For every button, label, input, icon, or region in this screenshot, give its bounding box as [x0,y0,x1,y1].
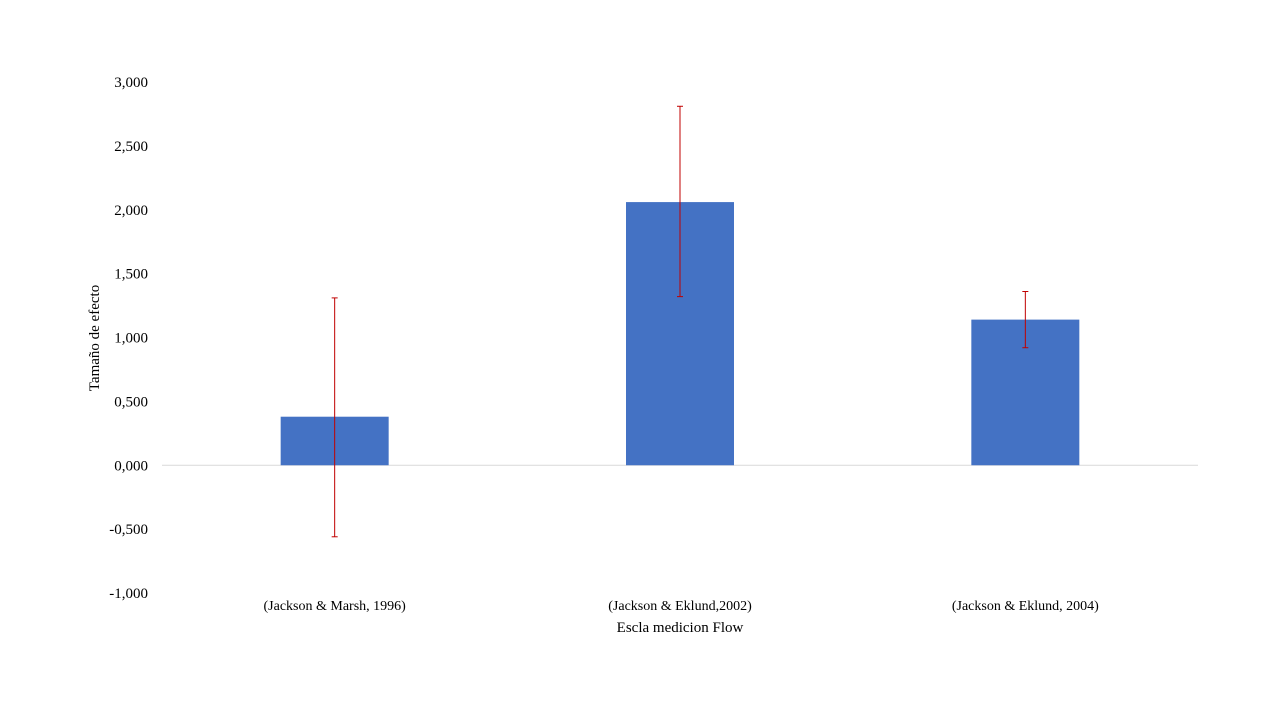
error-bar [331,297,338,538]
x-axis-title: Escla medicion Flow [617,620,744,636]
error-bars [331,105,1029,538]
x-tick-label: (Jackson & Eklund, 2004) [952,599,1099,614]
y-tick-label: 0,000 [114,458,148,474]
y-axis-ticks: -1,000 -0,500 0,000 0,500 1,000 1,500 2,000 2,5… [109,75,148,602]
x-tick-label: (Jackson & Marsh, 1996) [264,599,407,614]
y-tick-label: 0,500 [114,394,148,410]
y-tick-label: 1,000 [114,331,148,347]
y-tick-label: 2,000 [114,203,148,219]
y-tick-label: 3,000 [114,75,148,91]
y-tick-label: -0,500 [109,522,148,538]
y-tick-label: -1,000 [109,586,148,602]
x-tick-label: (Jackson & Eklund,2002) [608,599,752,614]
error-bar [677,105,683,298]
x-axis-labels: (Jackson & Marsh, 1996) (Jackson & Eklund… [264,599,1100,614]
y-tick-label: 1,500 [114,267,148,283]
y-tick-label: 2,500 [114,139,148,155]
error-bar [1022,291,1029,349]
y-axis-title: Tamaño de efecto [87,285,103,391]
